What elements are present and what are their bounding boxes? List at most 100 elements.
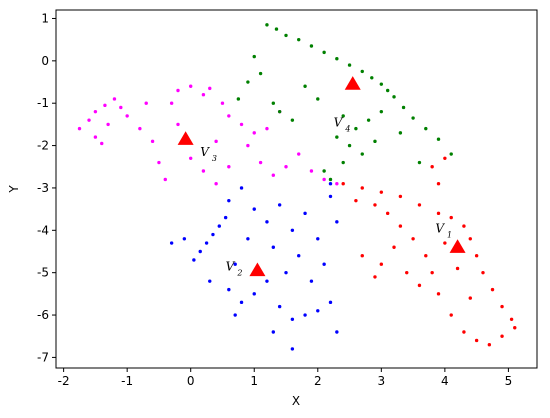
point <box>176 88 180 93</box>
point <box>233 313 237 317</box>
point <box>93 109 98 114</box>
point <box>144 101 148 105</box>
point <box>360 186 364 190</box>
point <box>468 296 472 300</box>
point <box>246 143 250 148</box>
point <box>87 118 91 122</box>
point <box>239 300 244 305</box>
point <box>227 114 231 118</box>
point <box>223 215 228 220</box>
point <box>341 182 345 186</box>
centroid-marker <box>344 76 361 90</box>
point <box>77 126 82 131</box>
point <box>211 232 215 237</box>
x-tick-label: 1 <box>250 374 258 388</box>
annotation-subscript: 1 <box>447 230 452 239</box>
point <box>277 109 282 114</box>
point <box>335 330 339 334</box>
point <box>322 50 326 55</box>
annotation-letter: V <box>334 116 344 130</box>
point <box>328 300 333 305</box>
point <box>341 160 345 165</box>
point <box>119 105 123 110</box>
point <box>385 211 390 216</box>
point <box>379 190 384 194</box>
point <box>297 152 301 156</box>
point <box>405 270 409 275</box>
point <box>274 27 279 31</box>
annotation-letter: V <box>226 260 236 274</box>
point <box>360 69 364 74</box>
x-tick-label: 4 <box>441 374 449 388</box>
point <box>284 270 288 275</box>
point <box>271 245 276 249</box>
point <box>239 186 244 190</box>
point <box>220 101 225 105</box>
point <box>322 169 326 173</box>
point <box>500 304 504 309</box>
centroid-marker <box>249 262 266 277</box>
point <box>208 86 212 91</box>
point <box>487 342 492 347</box>
point <box>392 245 396 249</box>
point <box>398 224 403 228</box>
point <box>335 135 339 139</box>
point <box>252 131 256 135</box>
point <box>373 203 377 207</box>
point <box>201 93 206 97</box>
point <box>436 182 441 186</box>
point <box>303 211 307 216</box>
point <box>335 182 339 186</box>
point <box>474 254 479 258</box>
point <box>239 122 244 127</box>
point <box>290 228 295 233</box>
point <box>176 122 180 127</box>
y-tick-label: -2 <box>37 139 49 153</box>
y-tick-label: -4 <box>37 223 49 237</box>
point <box>328 194 333 199</box>
point <box>449 215 453 220</box>
point <box>189 156 193 160</box>
point <box>265 279 269 283</box>
point <box>103 103 107 108</box>
point <box>169 101 174 105</box>
point <box>468 237 472 241</box>
point <box>233 262 237 266</box>
point <box>236 97 241 101</box>
point <box>309 279 314 283</box>
y-tick-label: 0 <box>41 54 49 68</box>
point <box>198 249 202 254</box>
point <box>252 207 256 211</box>
point <box>303 313 307 317</box>
point <box>157 160 161 165</box>
point <box>214 182 218 186</box>
point <box>265 126 269 131</box>
point <box>379 109 384 114</box>
point <box>214 139 218 144</box>
point <box>284 33 288 38</box>
point <box>417 203 422 207</box>
y-tick-label: -6 <box>37 308 49 322</box>
point <box>316 237 320 241</box>
plot-frame <box>55 9 538 369</box>
point <box>424 126 428 131</box>
point <box>354 126 358 131</box>
point <box>297 37 301 42</box>
point <box>430 270 434 275</box>
point <box>265 23 269 27</box>
point <box>169 241 174 245</box>
point <box>443 241 447 245</box>
centroid-marker <box>177 131 194 145</box>
point <box>360 254 364 258</box>
point <box>474 338 479 343</box>
point <box>182 237 187 241</box>
point <box>93 135 98 139</box>
point <box>341 114 345 118</box>
point <box>398 194 403 199</box>
point <box>347 143 352 148</box>
point <box>379 82 384 86</box>
y-tick-label: -5 <box>37 266 49 280</box>
x-tick-label: 2 <box>314 374 322 388</box>
